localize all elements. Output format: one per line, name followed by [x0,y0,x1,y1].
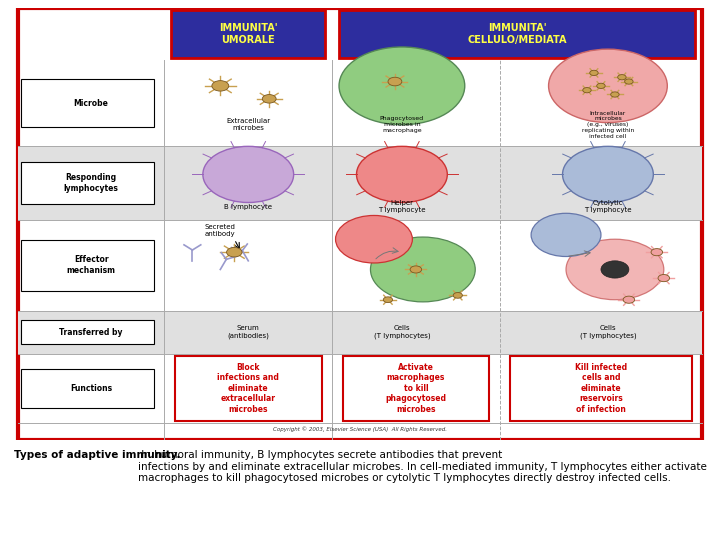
Circle shape [203,146,294,202]
Circle shape [227,247,242,257]
Text: Responding
lymphocytes: Responding lymphocytes [63,173,119,193]
Bar [171,10,325,58]
Circle shape [453,293,462,298]
Bar [18,310,702,354]
Text: Cytolytic
T lymphocyte: Cytolytic T lymphocyte [584,200,631,213]
Text: Types of adaptive immunity.: Types of adaptive immunity. [14,450,181,460]
Bar [339,10,696,58]
Bar [18,146,702,220]
Text: Transferred by: Transferred by [59,328,123,336]
Circle shape [383,297,392,302]
Text: In humoral immunity, B lymphocytes secrete antibodies that prevent
infections by: In humoral immunity, B lymphocytes secre… [138,450,706,483]
Bar [175,356,322,421]
Bar [22,320,154,344]
Circle shape [597,83,606,89]
Text: Copyright © 2003, Elsevier Science (USA)  All Rights Reserved.: Copyright © 2003, Elsevier Science (USA)… [273,427,447,432]
Text: Serum
(antibodies): Serum (antibodies) [228,325,269,339]
Text: B lymphocyte: B lymphocyte [224,204,272,210]
Bar [22,240,154,291]
Text: Kill infected
cells and
eliminate
reservoirs
of infection: Kill infected cells and eliminate reserv… [575,363,627,414]
Circle shape [601,261,629,278]
Text: Microbe: Microbe [73,99,109,107]
Circle shape [356,146,447,202]
Circle shape [625,79,633,84]
Text: Intracellular
microbes
(e.g., viruses)
replicating within
infected cell: Intracellular microbes (e.g., viruses) r… [582,111,634,139]
Text: Effector
mechanism: Effector mechanism [67,255,116,275]
Text: Extracellular
microbes: Extracellular microbes [226,118,270,131]
Bar [22,163,154,204]
Circle shape [549,49,667,123]
Circle shape [371,237,475,302]
Bar [510,356,692,421]
Circle shape [611,92,619,97]
Circle shape [336,215,413,263]
Circle shape [388,77,402,86]
Circle shape [658,274,670,282]
Text: Phagocytosed
microbes in
macrophage: Phagocytosed microbes in macrophage [380,117,424,133]
Circle shape [651,248,662,256]
Circle shape [582,87,591,93]
Text: Cells
(T lymphocytes): Cells (T lymphocytes) [374,325,431,339]
Circle shape [618,75,626,80]
Circle shape [566,239,664,300]
Bar [22,79,154,127]
Bar [22,369,154,408]
Text: Helper
T lymphocyte: Helper T lymphocyte [378,200,426,213]
Circle shape [410,266,422,273]
Text: Cells
(T lymphocytes): Cells (T lymphocytes) [580,325,636,339]
Text: Block
infections and
eliminate
extracellular
microbes: Block infections and eliminate extracell… [217,363,279,414]
Circle shape [531,213,601,256]
Circle shape [262,94,276,103]
Circle shape [590,70,598,76]
Text: Secreted
antibody: Secreted antibody [205,224,235,237]
Text: IMMUNITA'
UMORALE: IMMUNITA' UMORALE [219,23,278,45]
Text: IMMUNITA'
CELLULO/MEDIATA: IMMUNITA' CELLULO/MEDIATA [467,23,567,45]
Circle shape [623,296,634,303]
Circle shape [212,80,229,91]
Text: Functions: Functions [70,384,112,393]
Circle shape [562,146,653,202]
Bar [343,356,489,421]
Circle shape [339,47,465,125]
Text: Activate
macrophages
to kill
phagocytosed
microbes: Activate macrophages to kill phagocytose… [385,363,446,414]
